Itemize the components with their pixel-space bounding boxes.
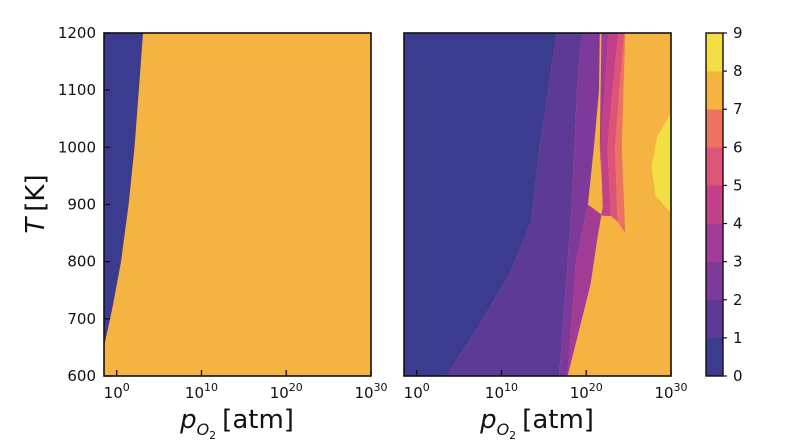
colorbar-tick-label-1: 1 (733, 329, 743, 347)
right-xtick-label-10: 1010 (485, 381, 518, 402)
left-panel: 100 1010 1020 1030 600 700 800 900 1000 1100 1200… (21, 24, 388, 442)
right-region-level-2 (559, 33, 600, 376)
right-region-level-4 (600, 33, 619, 216)
right-region-level-6 (615, 33, 626, 234)
left-xtick-label-20: 1020 (270, 381, 303, 402)
left-x-axis-label: pO2[atm] (179, 405, 294, 442)
left-xtick-label-0: 100 (104, 381, 130, 402)
colorbar-band-4 (706, 185, 723, 224)
colorbar-band-8 (706, 33, 723, 72)
right-xtick-label-20: 1020 (570, 381, 603, 402)
colorbar-tick-label-6: 6 (733, 138, 743, 156)
right-x-axis-label: pO2[atm] (479, 405, 594, 442)
ytick-label-1100: 1100 (58, 81, 96, 99)
left-region-level-0 (104, 33, 143, 376)
right-region-level-8 (651, 113, 671, 214)
colorbar-tick-label-0: 0 (733, 367, 743, 385)
ytick-label-1000: 1000 (58, 138, 96, 156)
colorbar: 0 1 2 3 4 5 6 7 8 9 (705, 24, 743, 385)
right-region-level-1 (446, 33, 582, 376)
y-axis-label: T[K] (21, 174, 51, 233)
colorbar-band-3 (706, 223, 723, 262)
left-xtick-label-10: 1010 (185, 381, 218, 402)
right-xtick-label-0: 100 (404, 381, 430, 402)
right-axes-frame (403, 32, 672, 377)
colorbar-band-2 (706, 261, 723, 301)
right-region-level-5 (607, 33, 625, 222)
left-xtick-label-30: 1030 (354, 381, 387, 402)
ytick-label-1200: 1200 (58, 24, 96, 42)
ytick-label-900: 900 (67, 196, 96, 214)
right-xtick-label-30: 1030 (654, 381, 687, 402)
colorbar-band-5 (706, 147, 723, 186)
colorbar-band-1 (706, 299, 723, 339)
ytick-label-600: 600 (67, 367, 96, 385)
ytick-label-800: 800 (67, 253, 96, 271)
ytick-label-700: 700 (67, 310, 96, 328)
colorbar-tick-label-2: 2 (733, 291, 743, 309)
colorbar-band-6 (706, 109, 723, 148)
colorbar-tick-label-7: 7 (733, 100, 743, 118)
colorbar-tick-label-5: 5 (733, 176, 743, 194)
colorbar-tick-label-8: 8 (733, 62, 743, 80)
left-region-level-7 (104, 33, 371, 376)
colorbar-tick-label-3: 3 (733, 253, 743, 271)
colorbar-tick-label-9: 9 (733, 24, 743, 42)
right-region-level-0 (404, 33, 557, 376)
colorbar-band-7 (706, 71, 723, 110)
colorbar-frame (705, 32, 724, 377)
right-panel: 100 1010 1020 1030 pO2[atm] (403, 32, 688, 442)
right-region-level-3 (567, 33, 609, 376)
colorbar-band-0 (706, 337, 723, 377)
colorbar-tick-label-4: 4 (733, 215, 743, 233)
